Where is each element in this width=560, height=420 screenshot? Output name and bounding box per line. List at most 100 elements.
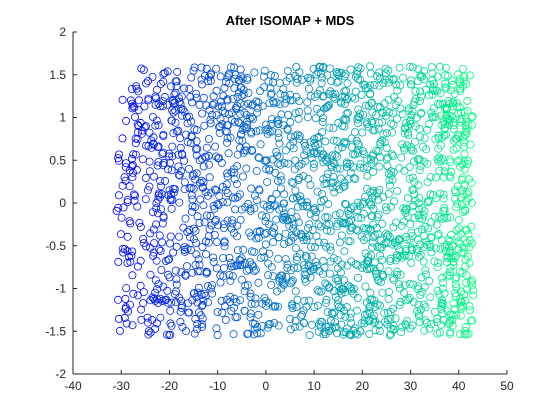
scatter-point: [254, 310, 263, 319]
scatter-point: [224, 71, 233, 80]
scatter-point: [337, 284, 346, 293]
scatter-point: [170, 99, 179, 108]
scatter-point: [185, 84, 194, 93]
scatter-point: [342, 159, 351, 168]
scatter-point: [406, 119, 415, 128]
scatter-point: [420, 134, 429, 143]
scatter-point: [456, 162, 465, 171]
scatter-point: [267, 194, 276, 203]
scatter-point: [369, 204, 378, 213]
scatter-point: [274, 133, 283, 142]
scatter-point: [214, 200, 223, 209]
scatter-point: [315, 203, 324, 212]
scatter-point: [217, 158, 226, 167]
scatter-point: [434, 229, 443, 238]
scatter-point: [439, 278, 448, 287]
scatter-point: [410, 157, 419, 166]
scatter-point: [195, 218, 204, 227]
scatter-point: [210, 230, 219, 239]
scatter-point: [235, 119, 244, 128]
scatter-point: [347, 331, 356, 340]
scatter-point: [375, 68, 384, 77]
scatter-point: [142, 242, 151, 251]
scatter-point: [299, 201, 308, 210]
scatter-point: [384, 267, 393, 276]
scatter-point: [137, 305, 146, 314]
scatter-point: [433, 286, 442, 295]
scatter-point: [314, 220, 323, 229]
scatter-point: [414, 252, 423, 261]
scatter-point: [450, 89, 459, 98]
scatter-point: [386, 324, 395, 333]
scatter-point: [223, 96, 232, 105]
scatter-point: [274, 119, 283, 128]
scatter-point: [415, 240, 424, 249]
scatter-point: [412, 307, 421, 316]
scatter-point: [159, 130, 168, 139]
scatter-point: [262, 213, 271, 222]
scatter-point: [397, 221, 406, 230]
scatter-point: [192, 325, 201, 334]
scatter-point: [335, 68, 344, 77]
scatter-point: [190, 125, 199, 134]
scatter-point: [328, 151, 337, 160]
scatter-point: [183, 227, 192, 236]
scatter-point: [310, 303, 319, 312]
scatter-point: [232, 180, 241, 189]
scatter-point: [242, 164, 251, 173]
scatter-point: [269, 302, 278, 311]
scatter-point: [252, 166, 261, 175]
scatter-point: [265, 164, 274, 173]
scatter-point: [289, 144, 298, 153]
scatter-point: [461, 206, 470, 215]
scatter-point: [263, 323, 272, 332]
scatter-point: [455, 267, 464, 276]
scatter-point: [449, 261, 458, 270]
scatter-point: [213, 330, 222, 339]
scatter-point: [250, 319, 259, 328]
scatter-point: [171, 77, 180, 86]
scatter-point: [264, 320, 273, 329]
scatter-point: [331, 318, 340, 327]
scatter-point: [256, 253, 265, 262]
scatter-point: [193, 288, 202, 297]
scatter-point: [174, 170, 183, 179]
scatter-point: [301, 251, 310, 260]
scatter-point: [153, 209, 162, 218]
scatter-point: [357, 263, 366, 272]
scatter-point: [314, 132, 323, 141]
scatter-point: [243, 76, 252, 85]
scatter-point: [118, 181, 127, 190]
scatter-point: [350, 128, 359, 137]
scatter-point: [254, 153, 263, 162]
scatter-point: [247, 127, 256, 136]
scatter-point: [421, 270, 430, 279]
scatter-point: [351, 260, 360, 269]
scatter-point: [255, 126, 264, 135]
x-tick-label: -30: [113, 379, 131, 393]
scatter-point: [448, 310, 457, 319]
scatter-point: [183, 244, 192, 253]
scatter-point: [169, 248, 178, 257]
scatter-point: [464, 120, 473, 129]
scatter-point: [187, 73, 196, 82]
scatter-point: [310, 204, 319, 213]
scatter-point: [311, 212, 320, 221]
scatter-point: [221, 127, 230, 136]
scatter-point: [326, 316, 335, 325]
scatter-point: [457, 248, 466, 257]
scatter-point: [252, 196, 261, 205]
scatter-point: [414, 309, 423, 318]
scatter-point: [275, 152, 284, 161]
scatter-point: [202, 267, 211, 276]
scatter-point: [444, 116, 453, 125]
scatter-point: [392, 80, 401, 89]
scatter-point: [407, 258, 416, 267]
scatter-point: [191, 226, 200, 235]
scatter-point: [138, 155, 147, 164]
scatter-point: [320, 327, 329, 336]
scatter-point: [332, 329, 341, 338]
scatter-point: [426, 190, 435, 199]
scatter-point: [367, 159, 376, 168]
scatter-point: [343, 79, 352, 88]
